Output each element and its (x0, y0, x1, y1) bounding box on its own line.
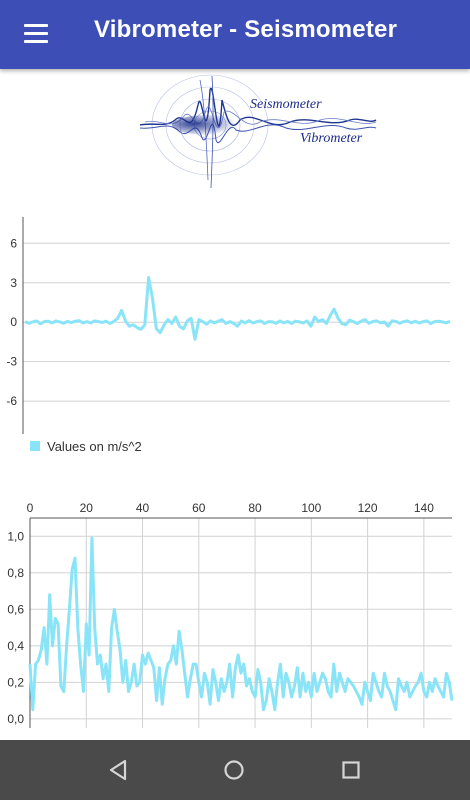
x-tick-label: 0 (27, 501, 34, 515)
series-line-acceleration (24, 276, 451, 341)
app-logo: Seismometer Vibrometer (140, 74, 377, 189)
x-tick-label: 140 (414, 501, 434, 515)
recents-square-icon[interactable] (331, 750, 371, 790)
y-tick-label: 3 (10, 276, 17, 290)
y-tick-label: 0 (10, 315, 17, 329)
x-tick-label: 100 (301, 501, 321, 515)
y-tick-label: 0,0 (7, 712, 24, 726)
y-tick-label: -3 (6, 355, 17, 369)
legend-label: Values on m/s^2 (47, 439, 142, 454)
y-tick-label: 0,6 (7, 602, 24, 616)
x-tick-label: 40 (136, 501, 150, 515)
y-tick-label: 0,4 (7, 639, 24, 653)
acceleration-chart: 6 3 0 -3 -6 (6, 217, 451, 434)
spectrum-chart: 0 20 40 60 80 100 120 140 1,0 0,8 0,6 0,4 0,2 0,0 (7, 501, 454, 728)
app-title: Vibrometer - Seismometer (94, 16, 398, 43)
x-tick-label: 120 (358, 501, 378, 515)
navigation-bar (0, 740, 470, 800)
y-tick-label: 0,2 (7, 675, 24, 689)
y-tick-label: -6 (6, 394, 17, 408)
y-tick-label: 1,0 (7, 529, 24, 543)
logo-text-seismometer: Seismometer (250, 97, 322, 112)
x-tick-label: 20 (80, 501, 94, 515)
app-bar: Vibrometer - Seismometer (0, 0, 470, 69)
logo-text-vibrometer: Vibrometer (300, 131, 363, 146)
x-tick-label: 60 (192, 501, 206, 515)
legend-swatch (30, 441, 40, 451)
series-line-spectrum (28, 536, 454, 712)
x-tick-label: 80 (248, 501, 262, 515)
y-tick-label: 6 (10, 236, 17, 250)
back-triangle-icon[interactable] (98, 750, 138, 790)
hamburger-menu-icon[interactable] (14, 14, 58, 54)
y-tick-label: 0,8 (7, 566, 24, 580)
home-circle-icon[interactable] (214, 750, 254, 790)
